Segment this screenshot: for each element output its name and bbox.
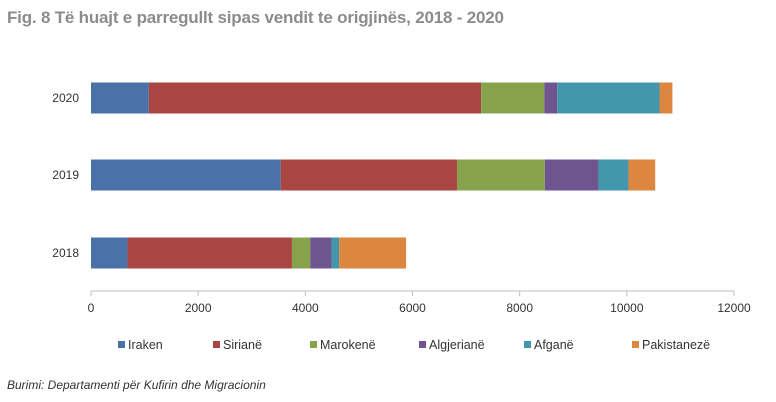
x-tick-label: 10000 (610, 301, 644, 315)
bar-segment-2020-sirianë (148, 82, 482, 114)
legend-swatch-algjerianë (419, 341, 426, 348)
bar-segment-2020-pakistanezë (659, 82, 673, 114)
bar-segment-2019-afganë (598, 159, 629, 191)
bar-segment-2018-algjerianë (310, 237, 332, 269)
bar-segment-2018-afganë (331, 237, 340, 269)
y-axis-labels: 2018 2019 2020 (52, 91, 79, 260)
x-axis: 0 2000 4000 6000 8000 10000 12000 (88, 290, 751, 315)
bar-segment-2018-sirianë (127, 237, 292, 269)
y-tick-label: 2020 (52, 91, 79, 105)
legend-label-marokenë: Marokenë (320, 338, 376, 352)
x-tick-label: 8000 (506, 301, 533, 315)
x-tick-label: 2000 (185, 301, 212, 315)
bar-segment-2019-algjerianë (544, 159, 599, 191)
bar-segment-2020-algjerianë (544, 82, 558, 114)
x-tick-label: 0 (88, 301, 95, 315)
legend-swatch-iraken (118, 341, 125, 348)
y-tick-label: 2019 (52, 168, 79, 182)
legend-label-iraken: Iraken (128, 338, 163, 352)
bar-segment-2018-iraken (91, 237, 128, 269)
bars-layer (91, 82, 673, 269)
legend-swatch-sirianë (213, 341, 220, 348)
legend-label-algjerianë: Algjerianë (429, 338, 485, 352)
y-tick-label: 2018 (52, 246, 79, 260)
x-tick-label: 6000 (399, 301, 426, 315)
bar-segment-2020-marokenë (481, 82, 545, 114)
bar-segment-2018-pakistanezë (339, 237, 407, 269)
source-note: Burimi: Departamenti për Kufirin dhe Mig… (7, 378, 266, 392)
bar-segment-2019-sirianë (280, 159, 457, 191)
legend-swatch-pakistanezë (632, 341, 639, 348)
legend-label-sirianë: Sirianë (223, 338, 262, 352)
bar-segment-2018-marokenë (291, 237, 311, 269)
legend-label-pakistanezë: Pakistanezë (642, 338, 710, 352)
chart-title: Fig. 8 Të huajt e parregullt sipas vendi… (7, 8, 504, 27)
bar-segment-2020-iraken (91, 82, 149, 114)
legend-swatch-afganë (524, 341, 531, 348)
legend-swatch-marokenë (310, 341, 317, 348)
legend-label-afganë: Afganë (534, 338, 574, 352)
x-tick-label: 4000 (292, 301, 319, 315)
bar-segment-2019-marokenë (456, 159, 545, 191)
bar-segment-2019-iraken (91, 159, 281, 191)
legend: Iraken Sirianë Marokenë Algjerianë Afganë Pak… (118, 338, 710, 352)
bar-segment-2019-pakistanezë (628, 159, 656, 191)
x-tick-label: 12000 (717, 301, 751, 315)
bar-segment-2020-afganë (557, 82, 660, 114)
